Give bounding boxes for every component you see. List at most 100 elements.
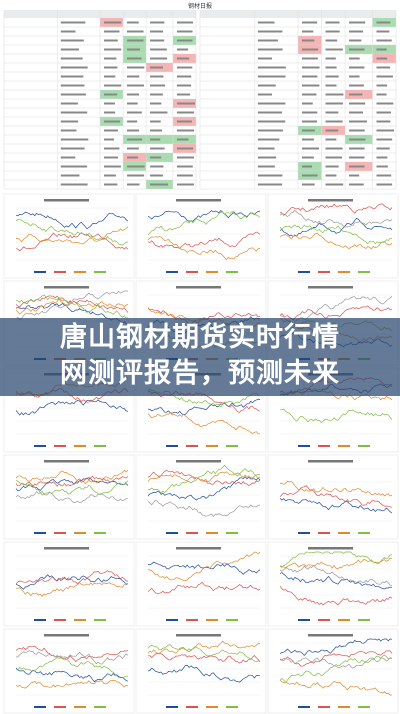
- cell-text: [127, 174, 145, 177]
- legend-mark: [318, 706, 330, 708]
- chart-line: [279, 650, 393, 667]
- chart-line: [15, 290, 128, 321]
- cell-text: [376, 39, 392, 42]
- cell-text: [150, 138, 161, 141]
- chart-frame: [3, 454, 135, 540]
- banner-line: 唐山钢材期货实时行情: [60, 322, 340, 353]
- chart-line: [147, 470, 261, 487]
- cell-text: [376, 156, 388, 159]
- cell-text: [376, 75, 393, 78]
- legend-mark: [166, 445, 178, 447]
- cell-text: [325, 93, 344, 96]
- cell-text: [376, 93, 387, 96]
- cell-text: [150, 129, 162, 132]
- chart-title-mark: [176, 547, 221, 550]
- chart-line: [279, 224, 393, 245]
- chart-title-mark: [308, 634, 353, 637]
- cell-text: [349, 66, 365, 69]
- cell-text: [376, 30, 390, 33]
- legend-mark: [186, 532, 198, 534]
- cell-text: [302, 111, 318, 114]
- cell-text: [376, 138, 393, 141]
- cell-text: [150, 57, 168, 60]
- cell-text: [176, 66, 193, 69]
- cell-text: [150, 39, 165, 42]
- legend-mark: [358, 532, 370, 534]
- banner: 唐山钢材期货实时行情 网测评报告，预测未来: [0, 318, 400, 396]
- cell-text: [60, 165, 88, 168]
- cell-text: [127, 48, 141, 51]
- chart-line: [15, 645, 129, 663]
- cell-text: [104, 111, 116, 114]
- cell-text: [257, 183, 283, 186]
- chart-title-mark: [44, 634, 89, 637]
- legend-mark: [34, 706, 46, 708]
- chart-title-mark: [176, 460, 221, 463]
- legend-mark: [74, 619, 86, 621]
- legend-mark: [298, 445, 310, 447]
- cell-text: [349, 183, 364, 186]
- cell-text: [104, 165, 121, 168]
- cell-text: [176, 138, 189, 141]
- cell-text: [150, 183, 169, 186]
- cell-text: [302, 30, 314, 33]
- legend-mark: [54, 271, 66, 273]
- cell-text: [104, 138, 115, 141]
- cell-text: [302, 147, 319, 150]
- cell-text: [302, 39, 315, 42]
- cell-text: [302, 102, 313, 105]
- legend-mark: [186, 706, 198, 708]
- legend-mark: [186, 445, 198, 447]
- cell-text: [349, 120, 367, 123]
- legend-mark: [358, 619, 370, 621]
- cell-text: [150, 102, 162, 105]
- legend-mark: [226, 706, 238, 708]
- cell-text: [257, 57, 273, 60]
- legend-mark: [206, 271, 218, 273]
- cell-text: [104, 57, 117, 60]
- legend-mark: [358, 706, 370, 708]
- legend-mark: [166, 619, 178, 621]
- cell-text: [349, 129, 365, 132]
- cell-text: [176, 39, 193, 42]
- cell-text: [325, 21, 340, 24]
- chart-frame: [267, 628, 399, 714]
- legend-mark: [318, 532, 330, 534]
- cell-text: [60, 57, 83, 60]
- cell-text: [325, 84, 337, 87]
- chart-line: [15, 657, 129, 679]
- chart-title-mark: [44, 547, 89, 550]
- cell-text: [349, 111, 364, 114]
- cell-text: [127, 129, 139, 132]
- legend-mark: [94, 445, 106, 447]
- chart-line: [279, 485, 393, 508]
- cell-text: [349, 48, 365, 51]
- cell-text: [150, 165, 164, 168]
- cell-text: [104, 48, 122, 51]
- cell-text: [376, 111, 392, 114]
- cell-text: [60, 138, 89, 141]
- cell-text: [60, 129, 77, 132]
- chart-frame: [267, 454, 399, 540]
- chart-line: [147, 471, 261, 483]
- cell-text: [376, 48, 387, 51]
- cell-text: [302, 21, 318, 24]
- cell-text: [302, 57, 318, 60]
- legend-mark: [338, 706, 350, 708]
- chart-line: [15, 650, 129, 665]
- cell-text: [302, 48, 319, 51]
- cell-text: [127, 75, 140, 78]
- cell-text: [104, 120, 121, 123]
- legend-mark: [338, 619, 350, 621]
- chart-line: [147, 581, 261, 594]
- cell-text: [60, 48, 79, 51]
- cell-text: [302, 66, 320, 69]
- cell-text: [127, 30, 144, 33]
- cell-text: [104, 66, 118, 69]
- cell-text: [325, 48, 343, 51]
- legend-mark: [34, 271, 46, 273]
- chart-line: [15, 226, 129, 245]
- cell-text: [257, 93, 272, 96]
- chart-line: [279, 305, 393, 321]
- chart-frame: [135, 454, 267, 540]
